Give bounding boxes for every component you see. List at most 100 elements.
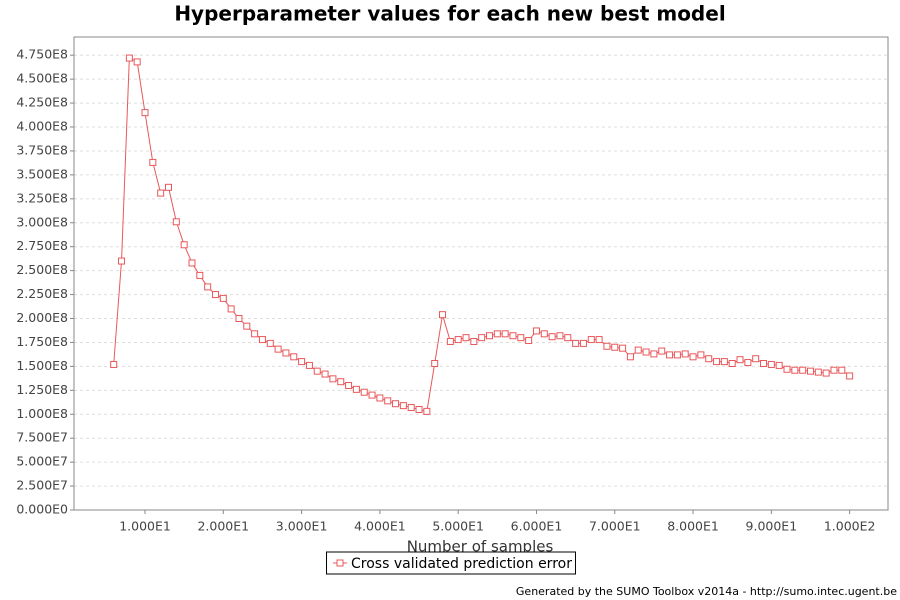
- data-point: [658, 347, 666, 355]
- footer: Generated by the SUMO Toolbox v2014a - h…: [516, 585, 897, 598]
- data-point: [673, 351, 681, 359]
- data-point: [321, 370, 329, 378]
- legend-label: Cross validated prediction error: [351, 556, 572, 572]
- y-tick-label: 4.750E8: [16, 47, 68, 62]
- data-point: [493, 330, 501, 338]
- data-point: [211, 291, 219, 299]
- data-point: [760, 360, 768, 368]
- x-tick-label: 3.000E1: [276, 519, 328, 534]
- data-point: [415, 405, 423, 413]
- data-point: [266, 339, 274, 347]
- data-point: [376, 394, 384, 402]
- y-tick-label: 5.000E7: [16, 454, 68, 469]
- y-tick-label: 4.250E8: [16, 95, 68, 110]
- data-point: [572, 339, 580, 347]
- data-point: [728, 360, 736, 368]
- x-tick-label: 4.000E1: [354, 519, 406, 534]
- data-point: [399, 402, 407, 410]
- data-point: [423, 407, 431, 415]
- data-point: [838, 366, 846, 374]
- data-point: [439, 311, 447, 319]
- y-tick-label: 1.250E8: [16, 382, 68, 397]
- data-point: [579, 339, 587, 347]
- data-point: [689, 353, 697, 361]
- data-point: [509, 332, 517, 340]
- data-point: [752, 355, 760, 363]
- y-tick-label: 2.750E8: [16, 238, 68, 253]
- data-point: [681, 350, 689, 358]
- data-point: [548, 333, 556, 341]
- data-point: [697, 351, 705, 359]
- data-point: [196, 271, 204, 279]
- data-point: [744, 359, 752, 367]
- data-point: [783, 365, 791, 373]
- data-point: [501, 330, 509, 338]
- data-point: [110, 360, 118, 368]
- y-tick-label: 1.750E8: [16, 334, 68, 349]
- data-point: [188, 259, 196, 267]
- x-tick-label: 9.000E1: [746, 519, 798, 534]
- data-point: [705, 355, 713, 363]
- data-point: [227, 305, 235, 313]
- data-point: [666, 351, 674, 359]
- data-point: [517, 334, 525, 342]
- data-point: [290, 353, 298, 361]
- data-point: [532, 327, 540, 335]
- data-point: [149, 158, 157, 166]
- data-point: [791, 366, 799, 374]
- data-point: [305, 361, 313, 369]
- data-point: [806, 367, 814, 375]
- y-tick-label: 3.000E8: [16, 214, 68, 229]
- data-point: [204, 283, 212, 291]
- data-point: [454, 336, 462, 344]
- data-point: [713, 358, 721, 366]
- data-point: [720, 358, 728, 366]
- data-point: [431, 360, 439, 368]
- data-point: [470, 337, 478, 345]
- data-point: [846, 372, 854, 380]
- data-point: [830, 366, 838, 374]
- data-point: [345, 382, 353, 390]
- y-tick-label: 4.000E8: [16, 119, 68, 134]
- data-point: [133, 58, 141, 66]
- x-tick-label: 6.000E1: [511, 519, 563, 534]
- data-point: [556, 332, 564, 340]
- data-point: [180, 241, 188, 249]
- x-tick-label: 7.000E1: [589, 519, 641, 534]
- legend-marker: [336, 559, 344, 567]
- y-tick-label: 1.000E8: [16, 406, 68, 421]
- y-tick-label: 3.500E8: [16, 166, 68, 181]
- data-point: [814, 368, 822, 376]
- data-point: [329, 375, 337, 383]
- legend: Cross validated prediction error: [326, 551, 576, 575]
- x-tick-label: 8.000E1: [667, 519, 719, 534]
- data-point: [650, 350, 658, 358]
- data-point: [172, 218, 180, 226]
- data-point: [384, 397, 392, 405]
- data-point: [767, 360, 775, 368]
- x-tick-label: 2.000E1: [197, 519, 249, 534]
- data-point: [360, 388, 368, 396]
- data-point: [587, 336, 595, 344]
- data-point: [282, 349, 290, 357]
- data-point: [822, 369, 830, 377]
- data-point: [157, 189, 165, 197]
- chart-title: Hyperparameter values for each new best …: [174, 2, 725, 26]
- legend-box: [326, 551, 576, 575]
- y-tick-label: 3.750E8: [16, 142, 68, 157]
- data-point: [407, 404, 415, 412]
- data-point: [540, 330, 548, 338]
- data-point: [258, 336, 266, 344]
- data-point: [243, 322, 251, 330]
- y-tick-label: 7.500E7: [16, 430, 68, 445]
- data-point: [118, 257, 126, 265]
- data-point: [564, 334, 572, 342]
- data-point: [337, 378, 345, 386]
- y-tick-label: 0.000E0: [16, 502, 68, 517]
- y-tick-label: 3.250E8: [16, 190, 68, 205]
- data-point: [392, 400, 400, 408]
- data-point: [642, 348, 650, 356]
- y-tick-label: 1.500E8: [16, 358, 68, 373]
- data-point: [313, 367, 321, 375]
